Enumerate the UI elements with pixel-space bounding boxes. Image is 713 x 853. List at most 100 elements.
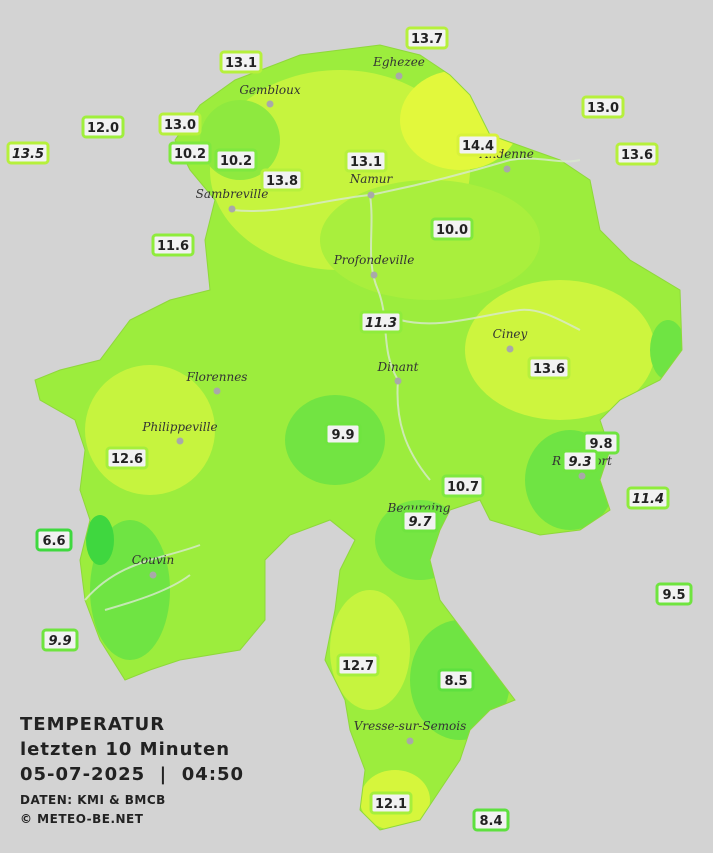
city-label: Ciney	[493, 327, 528, 341]
rivers	[84, 157, 581, 611]
station: 13.8	[260, 168, 304, 192]
station-box	[324, 422, 362, 446]
station-value: 10.0	[436, 223, 468, 238]
station: 10.2	[168, 141, 212, 165]
station: 13.1	[219, 50, 263, 74]
station-value: 13.0	[164, 118, 196, 133]
station: 13.5	[6, 141, 50, 165]
station-value: 14.4	[462, 139, 494, 154]
station: 13.6	[615, 142, 659, 166]
city-label: Couvin	[132, 553, 174, 567]
station-box	[615, 142, 659, 166]
station: 9.9	[41, 628, 79, 652]
station-box	[260, 168, 304, 192]
title-block: TEMPERATUR letzten 10 Minuten 05-07-2025…	[20, 714, 244, 826]
station: 12.6	[105, 446, 149, 470]
station: 10.2	[214, 148, 258, 172]
city-label: Florennes	[186, 370, 248, 384]
credit-line: DATEN: KMI & BMCB	[20, 793, 166, 807]
station: 11.4	[626, 486, 670, 510]
station-box	[344, 149, 388, 173]
station: 12.7	[336, 653, 380, 677]
city-dot	[395, 72, 403, 80]
station-value: 13.1	[225, 56, 257, 71]
station-box	[430, 217, 474, 241]
station: 10.7	[441, 474, 485, 498]
station-value: 9.9	[48, 634, 71, 649]
station: 12.1	[369, 791, 413, 815]
station-box	[401, 509, 439, 533]
station-box	[527, 356, 571, 380]
station-box	[441, 474, 485, 498]
station-value: 6.6	[42, 534, 65, 549]
city-label: Philippeville	[141, 420, 217, 434]
station: 8.5	[437, 668, 475, 692]
station-box	[41, 628, 79, 652]
city-label: Vresse-sur-Semois	[354, 719, 467, 733]
station-value: 13.8	[266, 174, 298, 189]
station: 10.0	[430, 217, 474, 241]
station: 8.4	[472, 808, 510, 832]
station-box	[561, 449, 599, 473]
station-value: 11.6	[157, 239, 189, 254]
station: 9.3	[561, 449, 599, 473]
stations: 13.7 13.1 12.0 13.0 13.5 10.2 10.2 13.1 13.8 14.4…	[6, 26, 693, 832]
station-box	[369, 791, 413, 815]
station-box	[456, 133, 500, 157]
station: 13.7	[405, 26, 449, 50]
title-line: 05-07-2025 | 04:50	[20, 764, 244, 785]
station-value: 13.6	[621, 148, 653, 163]
station-value: 9.3	[568, 455, 591, 470]
station-value: 11.4	[632, 492, 664, 507]
station-value: 12.0	[87, 121, 119, 136]
title-line: letzten 10 Minuten	[20, 739, 230, 760]
station-value: 12.7	[342, 659, 374, 674]
credit-line: © METEO-BE.NET	[20, 812, 144, 826]
station-value: 10.2	[174, 147, 206, 162]
station-box	[626, 486, 670, 510]
station-box	[336, 653, 380, 677]
station-box	[655, 582, 693, 606]
station: 6.6	[35, 528, 73, 552]
station-box	[105, 446, 149, 470]
station-value: 13.1	[350, 155, 382, 170]
station: 9.8	[582, 431, 620, 455]
station: 11.3	[359, 310, 403, 334]
station-value: 9.9	[331, 428, 354, 443]
station-box	[472, 808, 510, 832]
station-value: 12.1	[375, 797, 407, 812]
station-box	[158, 112, 202, 136]
city-label: Gembloux	[239, 83, 301, 97]
station-box	[214, 148, 258, 172]
city-dot	[176, 437, 184, 445]
station-value: 10.2	[220, 154, 252, 169]
station: 14.4	[456, 133, 500, 157]
city-dot	[266, 100, 274, 108]
station: 11.6	[151, 233, 195, 257]
station-value: 13.6	[533, 362, 565, 377]
city-dot	[406, 737, 414, 745]
station-box	[359, 310, 403, 334]
station-value: 9.7	[408, 515, 432, 530]
station-box	[582, 431, 620, 455]
station-box	[581, 95, 625, 119]
station-value: 8.5	[444, 674, 467, 689]
station: 9.5	[655, 582, 693, 606]
station: 13.6	[527, 356, 571, 380]
station-box	[437, 668, 475, 692]
station: 9.7	[401, 509, 439, 533]
city-label: Sambreville	[196, 187, 269, 201]
station-value: 10.7	[447, 480, 479, 495]
city-dot	[370, 271, 378, 279]
station-value: 13.7	[411, 32, 443, 47]
station-value: 13.5	[12, 147, 44, 162]
station: 13.1	[344, 149, 388, 173]
station-box	[168, 141, 212, 165]
station-box	[405, 26, 449, 50]
station: 13.0	[158, 112, 202, 136]
city-label: Eghezee	[372, 55, 425, 69]
city-dot	[149, 571, 157, 579]
station-value: 9.8	[589, 437, 612, 452]
